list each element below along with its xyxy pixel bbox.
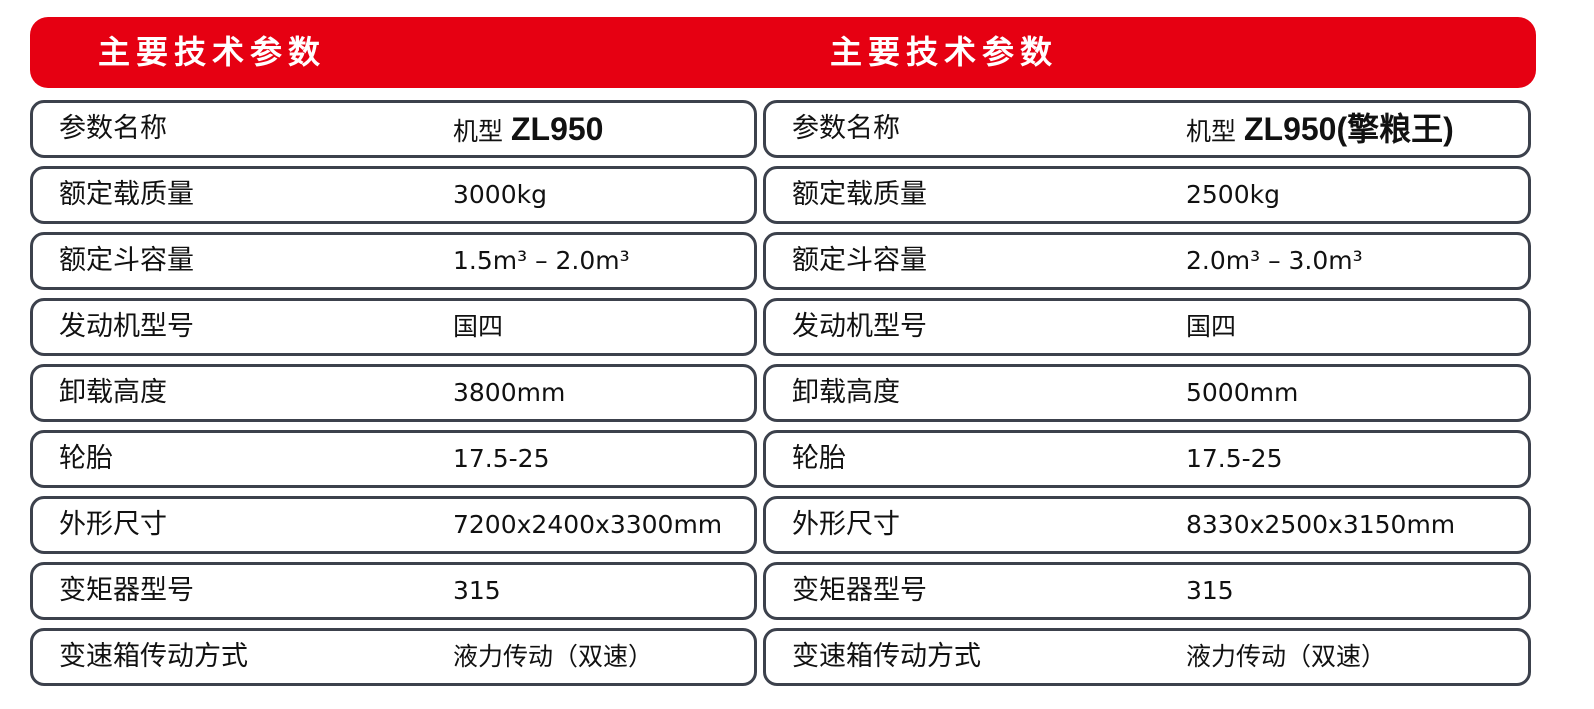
spec-label: 发动机型号: [792, 311, 927, 342]
spec-value: 3800mm: [453, 378, 566, 407]
spec-value: 2500kg: [1186, 180, 1280, 209]
spec-row: 轮胎 17.5-25: [30, 430, 757, 488]
spec-row: 外形尺寸 7200x2400x3300mm: [30, 496, 757, 554]
spec-value: 3000kg: [453, 180, 547, 209]
spec-value: 机型 ZL950: [453, 103, 603, 158]
spec-value: 315: [453, 576, 501, 605]
spec-row: 额定斗容量 1.5m³ – 2.0m³: [30, 232, 757, 290]
spec-row: 发动机型号 国四: [763, 298, 1531, 356]
spec-label: 卸载高度: [792, 377, 900, 408]
spec-row: 额定斗容量 2.0m³ – 3.0m³: [763, 232, 1531, 290]
spec-label: 额定载质量: [59, 179, 194, 210]
spec-value: 315: [1186, 576, 1234, 605]
spec-label: 变速箱传动方式: [792, 641, 981, 672]
spec-label: 变矩器型号: [792, 575, 927, 606]
model-name: ZL950(擎粮王): [1243, 111, 1454, 147]
spec-row: 额定载质量 2500kg: [763, 166, 1531, 224]
spec-row: 变矩器型号 315: [763, 562, 1531, 620]
spec-row: 外形尺寸 8330x2500x3150mm: [763, 496, 1531, 554]
spec-value: 国四: [453, 312, 504, 341]
spec-label: 变速箱传动方式: [59, 641, 248, 672]
spec-value: 8330x2500x3150mm: [1186, 510, 1456, 539]
spec-value: 7200x2400x3300mm: [453, 510, 723, 539]
model-name: ZL950: [510, 111, 604, 147]
spec-row: 卸载高度 5000mm: [763, 364, 1531, 422]
spec-label: 发动机型号: [59, 311, 194, 342]
left-spec-table: 参数名称 机型 ZL950 额定载质量 3000kg 额定斗容量 1.5m³ – 2.0m…: [30, 100, 757, 694]
spec-label: 额定载质量: [792, 179, 927, 210]
right-spec-table: 参数名称 机型 ZL950(擎粮王) 额定载质量 2500kg 额定斗容量 2.0m³ –…: [763, 100, 1531, 694]
spec-value: 1.5m³ – 2.0m³: [453, 246, 630, 275]
spec-value: 17.5-25: [453, 444, 550, 473]
spec-label: 轮胎: [792, 443, 846, 474]
spec-label: 参数名称: [59, 113, 167, 144]
spec-value: 17.5-25: [1186, 444, 1283, 473]
left-section-title: 主要技术参数: [98, 33, 327, 71]
spec-label: 外形尺寸: [792, 509, 900, 540]
spec-row: 轮胎 17.5-25: [763, 430, 1531, 488]
spec-value: 5000mm: [1186, 378, 1299, 407]
spec-value: 液力传动（双速）: [1186, 642, 1387, 671]
spec-label: 外形尺寸: [59, 509, 167, 540]
spec-row: 变速箱传动方式 液力传动（双速）: [763, 628, 1531, 686]
spec-row: 参数名称 机型 ZL950(擎粮王): [763, 100, 1531, 158]
spec-label: 参数名称: [792, 113, 900, 144]
spec-label: 卸载高度: [59, 377, 167, 408]
right-section-title: 主要技术参数: [830, 33, 1059, 71]
spec-value: 2.0m³ – 3.0m³: [1186, 246, 1363, 275]
spec-value: 液力传动（双速）: [453, 642, 654, 671]
spec-row: 参数名称 机型 ZL950: [30, 100, 757, 158]
spec-row: 额定载质量 3000kg: [30, 166, 757, 224]
header-bar: [30, 17, 1536, 88]
spec-value: 机型 ZL950(擎粮王): [1186, 103, 1454, 158]
spec-value: 国四: [1186, 312, 1237, 341]
spec-label: 额定斗容量: [792, 245, 927, 276]
spec-label: 轮胎: [59, 443, 113, 474]
spec-label: 额定斗容量: [59, 245, 194, 276]
spec-row: 卸载高度 3800mm: [30, 364, 757, 422]
model-prefix: 机型: [1186, 117, 1237, 146]
spec-row: 变速箱传动方式 液力传动（双速）: [30, 628, 757, 686]
spec-row: 变矩器型号 315: [30, 562, 757, 620]
spec-label: 变矩器型号: [59, 575, 194, 606]
spec-row: 发动机型号 国四: [30, 298, 757, 356]
model-prefix: 机型: [453, 117, 504, 146]
